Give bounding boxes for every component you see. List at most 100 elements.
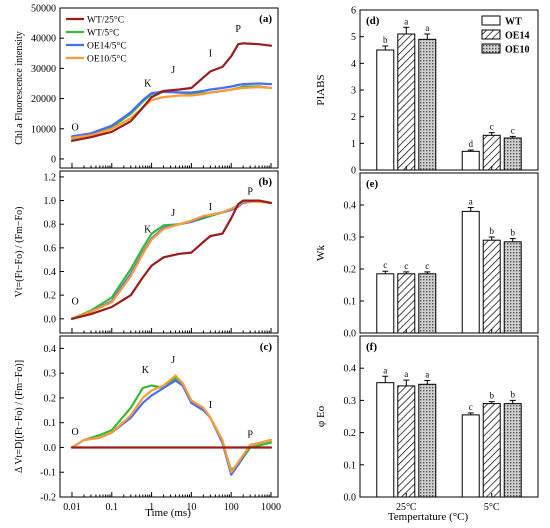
panel-d-significance-letter: d bbox=[468, 139, 473, 149]
panel-a-phase-label: I bbox=[209, 48, 212, 59]
panel-b-y-tick-label: 0.2 bbox=[44, 291, 57, 302]
panel-b-series-oe10 bbox=[70, 200, 273, 320]
panel-d-significance-letter: a bbox=[404, 16, 408, 26]
panel-b-y-tick-label: 1.0 bbox=[44, 196, 57, 207]
panel-d-y-tick-label: 4 bbox=[351, 59, 356, 70]
panel-a-y-tick-label: 20000 bbox=[31, 94, 56, 105]
panel-d-significance-letter: c bbox=[511, 125, 515, 135]
panel-c-y-axis-label: Δ Vt=D[(Ft−Fo) / (Fm−Fo)] bbox=[14, 360, 25, 473]
panel-c-y-tick-label: 0.4 bbox=[44, 344, 57, 355]
left-legend-label-wt5: WT/5°C bbox=[87, 28, 119, 39]
left-x-tick-label: 10 bbox=[186, 502, 196, 513]
panel-b-label: (b) bbox=[259, 176, 273, 188]
panel-d-y-tick-label: 5 bbox=[351, 32, 356, 43]
panel-e-frame bbox=[359, 172, 539, 334]
panel-f-significance-letter: b bbox=[489, 391, 494, 401]
panel-b-frame bbox=[59, 170, 279, 334]
panel-e-bar-oe10 bbox=[418, 273, 437, 334]
panel-f-significance-letter: c bbox=[469, 402, 473, 412]
panel-e-bar-oe14 bbox=[397, 273, 416, 334]
panel-c-y-tick-label: 0.0 bbox=[44, 443, 57, 454]
panel-d-significance-letter: a bbox=[425, 23, 429, 33]
panel-f-bar-oe10 bbox=[503, 403, 522, 498]
panel-c-series-oe10 bbox=[70, 374, 273, 474]
panel-e-significance-letter: c bbox=[383, 260, 387, 270]
panel-d-bar-oe10 bbox=[503, 137, 522, 171]
panel-e-y-tick-label: 0.0 bbox=[344, 329, 357, 340]
panel-e-significance-letter: a bbox=[469, 197, 473, 207]
left-x-tick-label: 1 bbox=[149, 502, 154, 513]
panel-f-bar-oe14 bbox=[397, 385, 416, 498]
panel-c-series-oe14 bbox=[70, 379, 273, 476]
right-legend-label-oe10: OE10 bbox=[505, 45, 529, 56]
panel-e-significance-letter: b bbox=[489, 226, 494, 236]
panel-b-phase-label: O bbox=[72, 297, 79, 308]
panel-c-phase-label: O bbox=[72, 427, 79, 438]
panel-a-frame bbox=[59, 7, 279, 169]
right-legend-label-wt: WT bbox=[505, 17, 522, 28]
panel-e-bar-oe14 bbox=[482, 239, 501, 334]
panel-a-label: (a) bbox=[259, 13, 272, 25]
panel-d-y-axis-label: PIABS bbox=[315, 74, 327, 105]
panel-e-bar-wt bbox=[461, 210, 480, 334]
left-x-axis-label: Time (ms) bbox=[145, 507, 191, 519]
panel-a-phase-label: J bbox=[171, 65, 175, 76]
right-x-axis-label: Tempertature (°C) bbox=[388, 511, 469, 523]
left-x-tick-label: 0.01 bbox=[63, 502, 81, 513]
panel-b-phase-label: P bbox=[247, 187, 253, 198]
panel-d-y-tick-label: 1 bbox=[351, 139, 356, 150]
panel-f-bar-wt bbox=[461, 414, 480, 498]
left-x-tick-label: 1000 bbox=[261, 502, 281, 513]
panel-a-phase-label: K bbox=[144, 78, 152, 89]
panel-d-bar-oe10 bbox=[418, 38, 437, 171]
panel-b-phase-label: K bbox=[144, 224, 152, 235]
panel-d-significance-letter: b bbox=[383, 35, 388, 45]
left-legend-label-oe14: OE14/5°C bbox=[87, 41, 127, 52]
panel-c-phase-label: K bbox=[142, 365, 150, 376]
panel-a-y-tick-label: 30000 bbox=[31, 64, 56, 75]
panel-f-y-tick-label: 0.4 bbox=[344, 364, 357, 375]
left-x-tick-label: 0.1 bbox=[106, 502, 119, 513]
left-legend-label-oe10: OE10/5°C bbox=[87, 54, 127, 65]
panel-a-phase-label: P bbox=[235, 24, 241, 35]
panel-b-series-wt25 bbox=[70, 199, 273, 320]
left-legend-label-wt25: WT/25°C bbox=[87, 15, 124, 26]
panel-c-phase-label: I bbox=[209, 400, 212, 411]
panel-d-label: (d) bbox=[366, 15, 380, 27]
panel-d-bar-oe14 bbox=[397, 33, 416, 171]
panel-e-significance-letter: c bbox=[425, 261, 429, 271]
panel-c-y-tick-label: 0.2 bbox=[44, 393, 57, 404]
right-legend-swatch-wt bbox=[481, 15, 501, 26]
right-legend-swatch-oe10 bbox=[481, 43, 501, 54]
panel-e-significance-letter: b bbox=[510, 228, 515, 238]
panel-f-significance-letter: a bbox=[383, 365, 387, 375]
panel-f-frame bbox=[359, 335, 539, 498]
panel-e-y-tick-label: 0.4 bbox=[344, 201, 357, 212]
right-legend-swatch-oe14 bbox=[481, 29, 501, 40]
panel-c-y-tick-label: -0.1 bbox=[40, 468, 56, 479]
panel-e-y-tick-label: 0.3 bbox=[344, 233, 357, 244]
panel-e-bar-oe10 bbox=[503, 241, 522, 334]
panel-b-y-tick-label: 0.8 bbox=[44, 220, 57, 231]
panel-a-series-wt5 bbox=[70, 85, 273, 140]
panel-a-y-tick-label: 40000 bbox=[31, 34, 56, 45]
panel-a-y-tick-label: 0 bbox=[51, 154, 56, 165]
panel-f-bar-oe14 bbox=[482, 403, 501, 498]
panel-f-y-tick-label: 0.2 bbox=[344, 428, 357, 439]
panel-f-y-tick-label: 0.1 bbox=[344, 460, 357, 471]
panel-a-phase-label: O bbox=[72, 122, 79, 133]
panel-d-y-tick-label: 0 bbox=[351, 166, 356, 177]
right-x-category-label: 5°C bbox=[484, 502, 500, 513]
left-x-tick-label: 100 bbox=[224, 502, 239, 513]
panel-d-bar-oe14 bbox=[482, 134, 501, 171]
panel-a-y-axis-label: Chl a Fluorescence intensity bbox=[14, 31, 25, 145]
panel-e-bar-wt bbox=[376, 273, 395, 334]
panel-d-y-tick-label: 6 bbox=[351, 6, 356, 17]
panel-c-label: (c) bbox=[260, 341, 273, 353]
panel-e-y-tick-label: 0.2 bbox=[344, 265, 357, 276]
panel-f-bar-oe10 bbox=[418, 383, 437, 498]
panel-d-significance-letter: c bbox=[490, 122, 494, 132]
panel-b-y-tick-label: 0.6 bbox=[44, 243, 57, 254]
